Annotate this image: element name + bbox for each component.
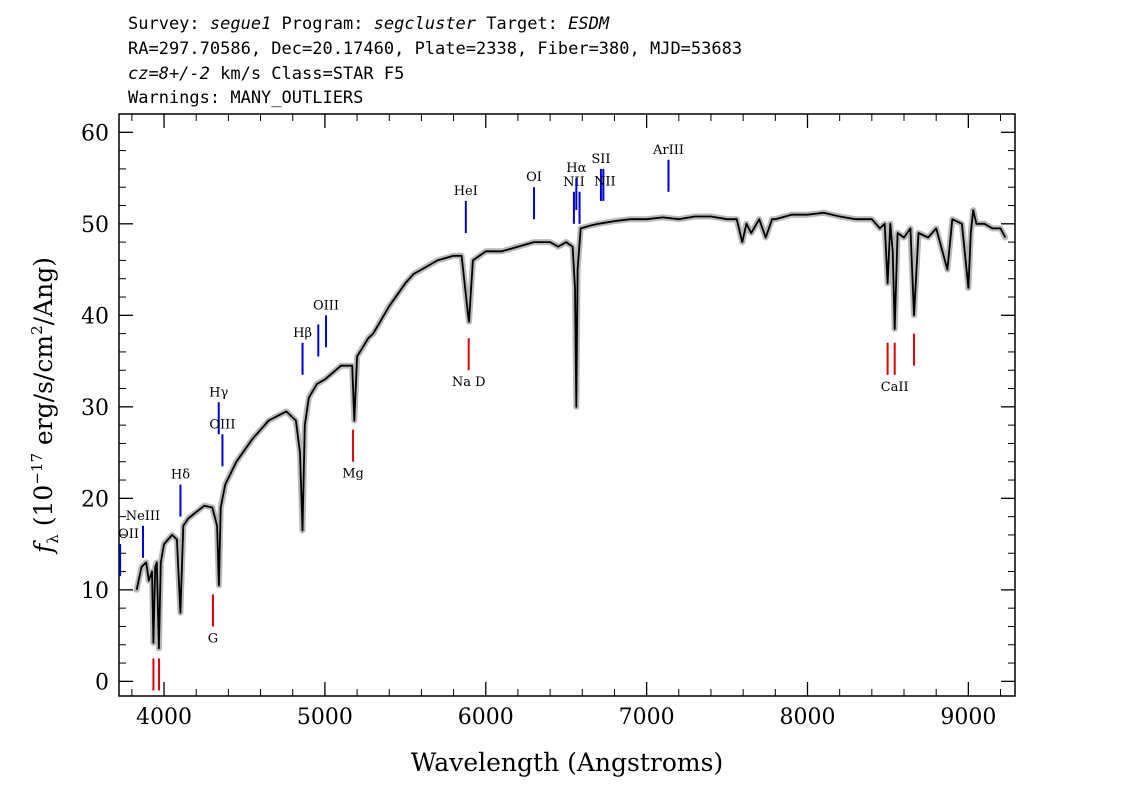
emission-label-Hbeta: Hβ — [293, 326, 312, 341]
absorption-label-NaD: Na D — [452, 375, 486, 390]
x-axis-label: Wavelength (Angstroms) — [411, 748, 723, 777]
axis-ticks — [119, 114, 1015, 696]
y-tick-label: 30 — [81, 396, 109, 421]
y-tick-label: 20 — [81, 487, 109, 512]
emission-label-NeIII: NeIII — [126, 509, 160, 524]
y-tick-label: 10 — [81, 579, 109, 604]
emission-label-OI: OI — [526, 170, 542, 185]
x-tick-label: 7000 — [619, 705, 675, 730]
x-tick-label: 6000 — [458, 705, 514, 730]
x-tick-label: 4000 — [136, 705, 192, 730]
emission-label-OII: OII — [118, 527, 139, 542]
emission-label-OIII_5007: OIII — [313, 298, 339, 313]
absorption-label-Mg: Mg — [342, 467, 364, 482]
emission-label-Hdelta: Hδ — [171, 468, 190, 483]
x-tick-label: 5000 — [297, 705, 353, 730]
y-tick-label: 60 — [81, 121, 109, 146]
x-tick-label: 9000 — [940, 705, 996, 730]
plot-frame — [118, 113, 1016, 697]
header-line-4: Warnings: MANY_OUTLIERS — [128, 88, 363, 108]
spectrum-line — [135, 209, 1007, 650]
header-line-2: RA=297.70586, Dec=20.17460, Plate=2338, … — [128, 39, 742, 59]
emission-label-HeI: HeI — [454, 184, 478, 199]
emission-label-ArIII: ArIII — [652, 143, 684, 158]
emission-label-OIII_4363: OIII — [209, 417, 235, 432]
y-tick-labels: 0 10 20 30 40 50 60 — [81, 121, 109, 695]
emission-label-NII_6548: NII — [563, 175, 585, 190]
header-line-3: cz=8+/-2 km/s Class=STAR F5 — [128, 64, 404, 84]
x-tick-label: 8000 — [779, 705, 835, 730]
y-tick-label: 40 — [81, 304, 109, 329]
absorption-label-CaII_8542: CaII — [881, 380, 909, 395]
emission-label-Hgamma: Hγ — [209, 385, 228, 400]
y-tick-label: 50 — [81, 213, 109, 238]
absorption-label-G: G — [208, 631, 218, 646]
error-band — [133, 207, 1009, 652]
emission-label-SII_6716: SII — [591, 152, 610, 167]
header-line-1: Survey: segue1 Program: segcluster Targe… — [128, 14, 610, 34]
y-axis-label: fλ (10−17 erg/s/cm2/Ang) — [28, 257, 62, 555]
emission-label-NII_label: NII — [594, 174, 616, 189]
x-tick-labels: 4000 5000 6000 7000 8000 9000 — [136, 705, 996, 730]
emission-label-Halpha: Hα — [566, 161, 586, 176]
y-tick-label: 0 — [95, 670, 109, 695]
